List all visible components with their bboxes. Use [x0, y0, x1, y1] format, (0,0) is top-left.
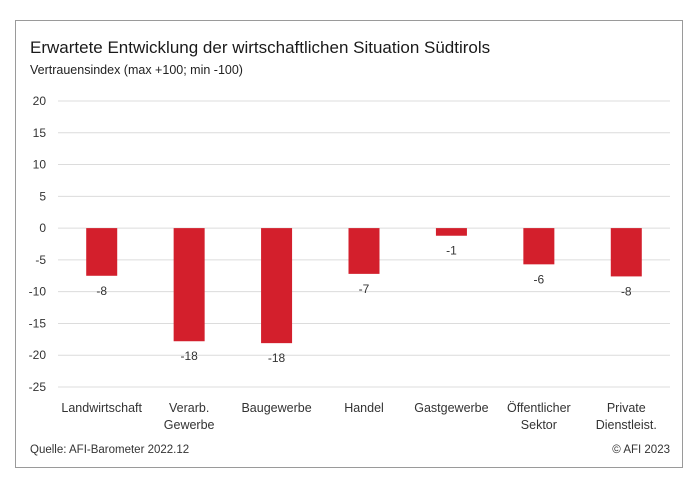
y-tick-label: -25: [29, 380, 47, 394]
data-label: -8: [621, 284, 632, 298]
bar: [435, 228, 467, 236]
y-tick-label: 5: [39, 189, 46, 203]
category-label: Verarb.: [169, 401, 209, 415]
y-tick-label: -15: [29, 316, 47, 330]
data-label: -1: [446, 244, 457, 258]
category-label: Sektor: [521, 418, 557, 432]
bar: [348, 228, 380, 274]
chart-title: Erwartete Entwicklung der wirtschaftlich…: [30, 38, 491, 57]
y-tick-label: 20: [33, 94, 47, 108]
data-label: -18: [268, 351, 286, 365]
y-tick-label: 15: [33, 126, 47, 140]
y-tick-label: 0: [39, 221, 46, 235]
data-label: -7: [359, 282, 370, 296]
category-label: Gewerbe: [164, 418, 215, 432]
category-label: Landwirtschaft: [61, 401, 142, 415]
copyright-note: © AFI 2023: [612, 444, 670, 456]
data-label: -18: [180, 349, 198, 363]
category-label: Private: [607, 401, 646, 415]
data-label: -8: [96, 284, 107, 298]
y-tick-label: -20: [29, 348, 47, 362]
bar: [610, 228, 642, 277]
y-tick-label: 10: [33, 158, 47, 172]
bar: [261, 228, 293, 344]
bar: [523, 228, 555, 265]
source-note: Quelle: AFI-Barometer 2022.12: [30, 444, 190, 456]
category-label: Öffentlicher: [507, 401, 571, 415]
category-label: Handel: [344, 401, 384, 415]
category-label: Dienstleist.: [596, 418, 657, 432]
y-tick-label: -10: [29, 285, 47, 299]
bar: [86, 228, 118, 276]
category-label: Gastgewerbe: [414, 401, 488, 415]
chart-subtitle: Vertrauensindex (max +100; min -100): [30, 63, 243, 77]
y-tick-label: -5: [35, 253, 46, 267]
data-label: -6: [534, 272, 545, 286]
category-label: Baugewerbe: [241, 401, 311, 415]
bar: [173, 228, 205, 342]
